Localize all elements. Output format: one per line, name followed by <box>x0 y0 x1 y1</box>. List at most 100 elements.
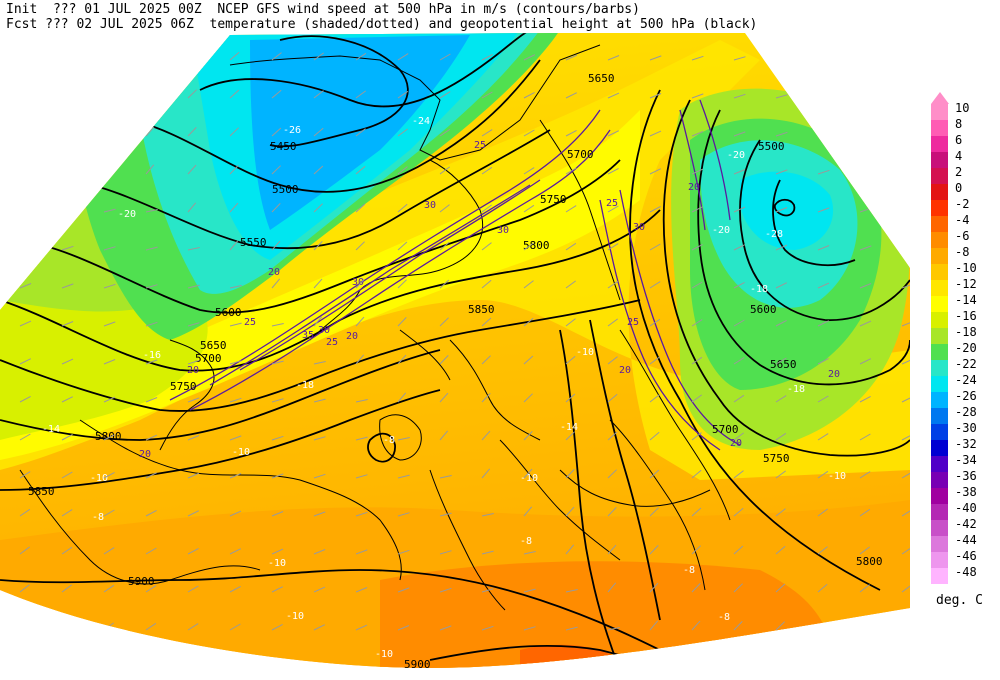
wind-barb <box>649 205 661 213</box>
wind-barb <box>565 506 575 517</box>
wind-barb <box>733 470 744 479</box>
wind-barb <box>271 586 284 593</box>
wind-barb <box>565 626 578 631</box>
temp-label: -8 <box>718 612 730 623</box>
wind-barb <box>103 359 116 365</box>
wind-barb <box>313 549 326 555</box>
wind-barb <box>607 280 619 289</box>
colorbar-swatch <box>931 392 948 408</box>
wind-barb <box>817 282 830 289</box>
wind-barb <box>439 625 452 631</box>
height-label: 5700 <box>712 423 739 436</box>
wind-barb <box>145 472 158 479</box>
wind-barb <box>61 88 71 99</box>
wind-barb <box>19 508 31 517</box>
wind-barb <box>145 89 155 99</box>
wind-barb <box>61 622 72 631</box>
wind-barb <box>439 475 452 479</box>
wind-barb <box>481 625 494 631</box>
wind-barb <box>397 203 408 213</box>
wind-barb <box>481 513 494 517</box>
wind-barb <box>61 396 74 403</box>
wind-barb <box>19 584 30 593</box>
height-label: 5600 <box>215 306 242 319</box>
wind-barb <box>145 126 155 137</box>
wind-barb <box>649 507 659 517</box>
height-label: 5450 <box>270 140 297 153</box>
colorbar-label: -38 <box>955 485 977 499</box>
wind-barbs <box>19 50 910 631</box>
wind-barb <box>19 245 32 251</box>
wind-barb <box>859 170 872 175</box>
wind-label: 25 <box>627 317 639 328</box>
wind-barb <box>271 623 283 631</box>
wind-barb <box>565 393 576 403</box>
temp-label: -10 <box>232 447 250 458</box>
wind-barb <box>145 321 158 327</box>
wind-barb <box>859 508 871 517</box>
wind-barb <box>313 203 323 213</box>
wind-barb <box>859 50 869 61</box>
wind-barb <box>733 319 745 327</box>
colorbar-swatch <box>931 120 948 136</box>
colorbar-label: -8 <box>955 245 970 259</box>
wind-barb <box>187 585 199 593</box>
wind-barb <box>103 584 115 593</box>
colorbar-label: -20 <box>955 341 977 355</box>
wind-barb <box>271 398 284 403</box>
wind-barb <box>439 392 449 403</box>
wind-barb <box>313 52 324 61</box>
wind-barb <box>397 474 410 479</box>
wind-barb <box>901 433 910 441</box>
wind-barb <box>439 91 451 99</box>
wind-barb <box>649 168 662 175</box>
wind-barb <box>901 208 910 213</box>
wind-barb <box>607 393 618 403</box>
wind-barb <box>691 432 702 441</box>
wind-barb <box>439 355 449 365</box>
wind-barb <box>901 170 910 175</box>
wind-barb <box>187 472 200 479</box>
wind-barb <box>817 132 830 137</box>
colorbar-label: -28 <box>955 405 977 419</box>
colorbar-label: -42 <box>955 517 977 531</box>
colorbar-label: -10 <box>955 261 977 275</box>
colorbar-label: 10 <box>955 101 970 115</box>
wind-barb <box>733 206 746 213</box>
wind-barb <box>523 204 535 213</box>
height-label: 5500 <box>758 140 785 153</box>
wind-barb <box>439 166 450 175</box>
wind-barb <box>439 204 450 213</box>
colorbar-label: 2 <box>955 165 963 179</box>
colorbar-arrow-icon <box>931 92 949 104</box>
wind-barb <box>61 208 74 213</box>
height-label: 5550 <box>240 236 267 249</box>
wind-barb <box>523 91 535 99</box>
wind-barb <box>607 469 617 479</box>
colorbar-swatch <box>931 248 948 264</box>
wind-label: 30 <box>633 222 645 233</box>
wind-barb <box>229 127 239 137</box>
wind-barb <box>565 205 577 213</box>
wind-barb <box>565 280 576 289</box>
wind-barb <box>817 357 829 365</box>
wind-barb <box>901 509 910 517</box>
wind-barb <box>565 589 578 593</box>
wind-barb <box>775 621 785 631</box>
wind-barb <box>229 285 242 289</box>
wind-barb <box>355 279 365 289</box>
wind-barb <box>607 431 618 441</box>
wind-barb <box>229 202 239 213</box>
wind-barb <box>397 241 408 251</box>
colorbar-swatch <box>931 424 948 440</box>
wind-barb <box>859 433 871 441</box>
wind-barb <box>103 471 115 479</box>
wind-barb <box>649 394 660 403</box>
temp-label: -20 <box>727 150 745 161</box>
temp-label: -18 <box>750 284 768 295</box>
wind-barb <box>187 435 200 441</box>
wind-barb <box>355 128 366 137</box>
wind-barb <box>103 208 116 213</box>
wind-barb <box>355 316 365 327</box>
wind-barb <box>187 247 200 251</box>
